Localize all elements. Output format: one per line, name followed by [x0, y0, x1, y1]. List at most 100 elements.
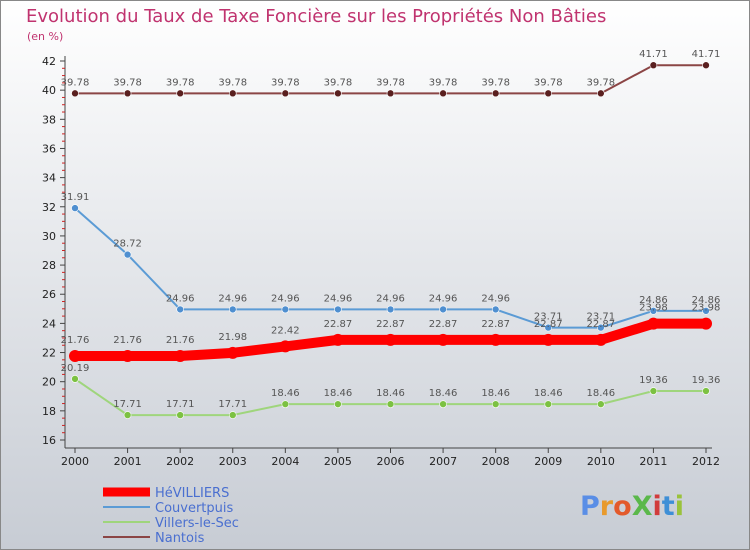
data-label-nantois: 39.78 [166, 77, 195, 88]
data-point-nantois[interactable] [386, 89, 395, 98]
data-label-nantois: 39.78 [61, 77, 90, 88]
data-point-h-villiers[interactable] [69, 350, 81, 363]
x-tick-label: 2006 [377, 455, 405, 468]
data-point-nantois[interactable] [597, 89, 605, 98]
data-label-couvertpuis: 23.71 [587, 312, 616, 323]
data-label-h-villiers: 23.98 [639, 303, 668, 314]
data-label-h-villiers: 21.76 [166, 335, 195, 346]
data-label-h-villiers: 22.87 [587, 319, 616, 330]
x-tick-label: 2003 [219, 455, 247, 468]
data-label-h-villiers: 21.76 [113, 335, 142, 346]
data-point-nantois[interactable] [439, 89, 447, 98]
data-point-h-villiers[interactable] [437, 333, 450, 346]
data-point-nantois[interactable] [544, 89, 553, 98]
data-point-couvertpuis[interactable] [597, 323, 605, 332]
legend-label-couvertpuis[interactable]: Couvertpuis [155, 501, 234, 516]
data-label-couvertpuis: 24.96 [481, 293, 510, 304]
data-point-nantois[interactable] [71, 89, 79, 98]
data-label-nantois: 41.71 [692, 49, 721, 60]
data-label-villers-le-sec: 18.46 [429, 388, 458, 399]
data-point-nantois[interactable] [334, 89, 342, 98]
data-label-h-villiers: 22.87 [429, 319, 458, 330]
chart-title: Evolution du Taux de Taxe Foncière sur l… [26, 6, 606, 27]
data-point-couvertpuis[interactable] [228, 305, 237, 314]
data-label-couvertpuis: 24.96 [271, 293, 300, 304]
data-point-h-villiers[interactable] [489, 333, 502, 346]
data-point-couvertpuis[interactable] [491, 305, 500, 314]
data-point-villers-le-sec[interactable] [544, 400, 553, 408]
data-point-h-villiers[interactable] [331, 333, 344, 346]
data-point-villers-le-sec[interactable] [491, 400, 500, 408]
data-point-villers-le-sec[interactable] [597, 400, 605, 408]
proxiti-logo: ProXiti [580, 491, 684, 522]
data-point-villers-le-sec[interactable] [228, 411, 237, 419]
data-label-villers-le-sec: 18.46 [324, 388, 353, 399]
data-point-h-villiers[interactable] [226, 346, 239, 359]
data-point-villers-le-sec[interactable] [386, 400, 395, 408]
data-point-couvertpuis[interactable] [176, 305, 184, 314]
data-label-couvertpuis: 28.72 [113, 239, 142, 250]
data-label-nantois: 41.71 [639, 49, 668, 60]
data-label-nantois: 39.78 [376, 77, 405, 88]
data-point-villers-le-sec[interactable] [439, 400, 447, 408]
data-point-villers-le-sec[interactable] [176, 411, 184, 419]
data-point-h-villiers[interactable] [542, 333, 555, 346]
x-tick-label: 2000 [61, 455, 89, 468]
data-point-villers-le-sec[interactable] [334, 400, 342, 408]
data-label-couvertpuis: 24.96 [324, 293, 353, 304]
y-tick-label: 20 [42, 376, 56, 389]
data-label-villers-le-sec: 19.36 [639, 375, 668, 386]
data-point-couvertpuis[interactable] [123, 250, 132, 259]
data-label-couvertpuis: 23.71 [534, 312, 563, 323]
data-point-h-villiers[interactable] [174, 350, 187, 363]
data-point-nantois[interactable] [176, 89, 184, 98]
data-point-h-villiers[interactable] [700, 317, 712, 330]
data-point-h-villiers[interactable] [279, 340, 292, 353]
data-point-couvertpuis[interactable] [544, 323, 553, 332]
data-label-couvertpuis: 31.91 [61, 192, 90, 203]
x-tick-label: 2008 [482, 455, 510, 468]
data-label-h-villiers: 22.87 [376, 319, 405, 330]
data-point-villers-le-sec[interactable] [71, 375, 79, 383]
y-tick-label: 38 [42, 113, 56, 126]
data-point-couvertpuis[interactable] [334, 305, 342, 314]
data-label-h-villiers: 22.87 [534, 319, 563, 330]
data-point-couvertpuis[interactable] [71, 204, 79, 212]
data-point-villers-le-sec[interactable] [123, 411, 132, 419]
x-tick-label: 2012 [692, 455, 720, 468]
data-point-nantois[interactable] [228, 89, 237, 98]
data-point-couvertpuis[interactable] [439, 305, 447, 314]
y-tick-label: 32 [42, 201, 56, 214]
x-tick-label: 2009 [534, 455, 562, 468]
data-point-couvertpuis[interactable] [702, 307, 710, 315]
data-point-h-villiers[interactable] [121, 350, 134, 363]
data-label-h-villiers: 22.87 [324, 319, 353, 330]
data-label-couvertpuis: 24.96 [376, 293, 405, 304]
data-point-couvertpuis[interactable] [386, 305, 395, 314]
data-point-h-villiers[interactable] [594, 333, 607, 346]
legend-label-hevilliers[interactable]: HéVILLIERS [155, 486, 229, 501]
y-tick-label: 16 [42, 434, 56, 447]
legend: HéVILLIERS Couvertpuis Villers-le-Sec Na… [103, 486, 239, 546]
logo-letter: i [653, 491, 662, 522]
y-tick-label: 18 [42, 405, 56, 418]
data-point-villers-le-sec[interactable] [281, 400, 290, 408]
data-point-h-villiers[interactable] [647, 317, 660, 330]
data-point-villers-le-sec[interactable] [649, 387, 658, 395]
data-point-couvertpuis[interactable] [649, 307, 658, 315]
data-label-couvertpuis: 24.96 [218, 293, 247, 304]
data-point-nantois[interactable] [281, 89, 290, 98]
data-point-nantois[interactable] [491, 89, 500, 98]
logo-letter: i [675, 491, 684, 522]
data-point-villers-le-sec[interactable] [702, 387, 710, 395]
data-label-h-villiers: 23.98 [692, 303, 721, 314]
legend-label-villers-le-sec[interactable]: Villers-le-Sec [155, 516, 239, 531]
data-point-nantois[interactable] [649, 61, 658, 70]
legend-label-nantois[interactable]: Nantois [155, 531, 205, 546]
y-tick-label: 24 [42, 317, 56, 330]
y-tick-label: 34 [42, 172, 56, 185]
data-point-nantois[interactable] [702, 61, 710, 70]
data-point-nantois[interactable] [123, 89, 132, 98]
data-point-h-villiers[interactable] [384, 333, 397, 346]
data-point-couvertpuis[interactable] [281, 305, 290, 314]
